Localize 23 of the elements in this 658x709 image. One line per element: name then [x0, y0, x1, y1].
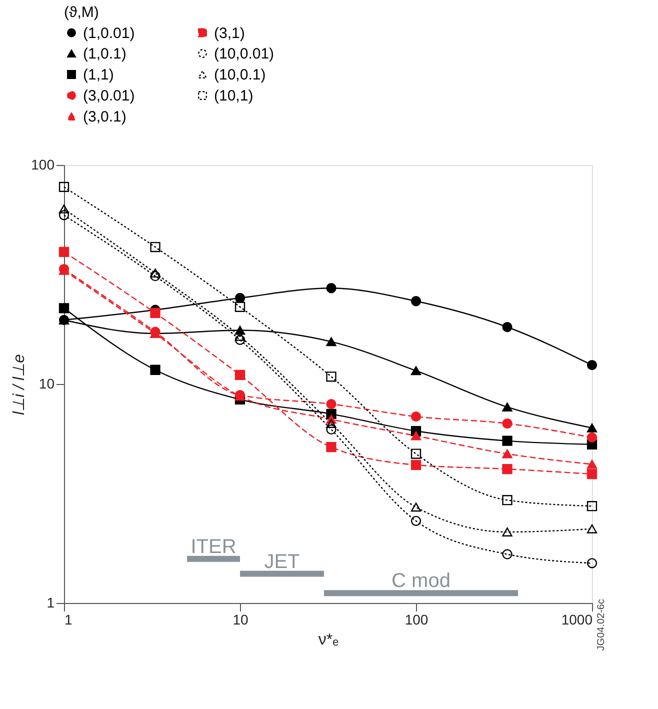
x-tick-label: 1: [64, 612, 72, 628]
legend-label: (3,1): [214, 24, 245, 42]
x-tick-label: 100: [404, 612, 428, 628]
legend-label: (1,0.1): [83, 46, 126, 62]
x-axis-title: ν*ₑ: [318, 632, 339, 648]
y-tick-label: 1: [46, 594, 55, 610]
legend-label: (3,0.01): [83, 88, 135, 104]
y-tick-label: 100: [31, 156, 55, 172]
legend-label: (1,0.01): [83, 24, 135, 42]
legend-title: (ϑ,M): [64, 4, 99, 21]
legend-label: (1,1): [83, 66, 114, 84]
series-label: JET: [264, 550, 300, 573]
legend-label: (10,0.01): [214, 46, 274, 62]
y-axis-title: l⊥i / l⊥e: [11, 354, 28, 415]
series-label: ITER: [190, 536, 236, 558]
x-tick-label: 1000: [561, 612, 593, 628]
text: JG04.02-6c: [596, 599, 607, 651]
series-label: C mod: [392, 570, 450, 592]
x-tick-label: 10: [232, 612, 248, 628]
legend-label: (10,0.1): [214, 66, 266, 84]
legend-label: (3,0.1): [83, 108, 126, 126]
y-tick-label: 10: [38, 376, 55, 392]
legend-label: (10,1): [214, 88, 254, 104]
